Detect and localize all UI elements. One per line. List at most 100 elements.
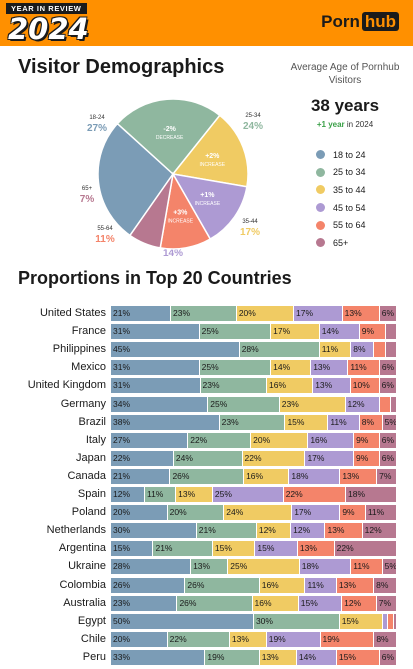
bar-segment-18-24: 31% (111, 324, 200, 340)
bar-segment-65+: 12% (362, 523, 397, 539)
country-name: Egypt (77, 614, 106, 627)
country-bar: 33% 19% 13% 14% 15% 6% (111, 649, 397, 665)
country-bar: 26% 26% 16% 11% 13% 8% (111, 577, 397, 593)
bar-segment-65+: 6% (379, 306, 397, 321)
bar-segment-25-34: 26% (177, 595, 253, 611)
bar-segment-65+: 8% (374, 631, 397, 647)
country-name: Colombia (59, 578, 106, 591)
legend-label: 55 to 64 (333, 220, 366, 231)
bar-segment-65+ (385, 324, 397, 340)
country-row: Japan 22% 24% 22% 17% 9% 6% (0, 449, 413, 467)
bar-segment-65+: 5% (382, 414, 397, 430)
legend-swatch (316, 150, 325, 160)
average-age-change-rest: in 2024 (346, 120, 374, 129)
country-row: Peru 33% 19% 13% 14% 15% 6% (0, 648, 413, 666)
average-age-title: Average Age of Pornhub Visitors (290, 62, 400, 86)
country-name: Netherlands (46, 524, 106, 537)
country-bar: 20% 20% 24% 17% 9% 11% (111, 505, 397, 521)
bar-segment-45-54 (382, 613, 389, 629)
bar-segment-18-24: 50% (111, 613, 254, 629)
legend-item-25-34: 25 to 34 (316, 164, 411, 182)
country-bar: 30% 21% 12% 12% 13% 12% (111, 523, 397, 539)
pie-change-25-34: -2% (163, 126, 176, 133)
bar-segment-18-24: 23% (111, 595, 178, 611)
legend-swatch (316, 167, 325, 177)
bar-segment-25-34: 25% (199, 360, 272, 376)
bar-segment-65+: 8% (374, 577, 397, 593)
country-bar: 21% 23% 20% 17% 13% 6% (111, 306, 397, 321)
country-name: Peru (82, 650, 106, 663)
average-age-change: +1 year in 2024 (290, 120, 400, 129)
bar-segment-18-24: 45% (111, 342, 240, 358)
bar-segment-25-34: 23% (200, 378, 267, 394)
bar-segment-35-44: 16% (252, 595, 299, 611)
bar-segment-25-34: 25% (199, 324, 272, 340)
bar-segment-18-24: 20% (111, 505, 168, 521)
legend-item-35-44: 35 to 44 (316, 181, 411, 199)
bar-segment-55-64 (379, 396, 392, 412)
bar-segment-55-64: 15% (336, 649, 380, 665)
country-name: Ukraine (68, 560, 106, 573)
country-row: Egypt 50% 30% 15% (0, 612, 413, 630)
legend-label: 18 to 24 (333, 149, 366, 160)
bar-segment-55-64: 13% (340, 468, 378, 484)
bar-segment-65+: 6% (379, 378, 397, 394)
pie-age-label-35-44: 35-44 (242, 219, 258, 225)
country-bar: 38% 23% 15% 11% 8% 5% (111, 414, 397, 430)
year-in-review-label: YEAR IN REVIEW (6, 3, 87, 14)
visitor-demographics-title: Visitor Demographics (18, 56, 225, 78)
country-row: Germany 34% 25% 23% 12% (0, 395, 413, 413)
site-logo[interactable]: Porn hub (321, 12, 399, 32)
bar-segment-55-64 (388, 613, 395, 629)
legend-item-45-54: 45 to 54 (316, 199, 411, 217)
average-age-change-highlight: +1 year (316, 120, 345, 129)
country-name: Argentina (58, 542, 106, 555)
bar-segment-18-24: 33% (111, 649, 206, 665)
bar-segment-18-24: 27% (111, 432, 189, 448)
bar-segment-45-54: 15% (298, 595, 343, 611)
bar-segment-18-24: 21% (111, 306, 172, 321)
bar-segment-35-44: 23% (279, 396, 346, 412)
country-bar: 31% 23% 16% 13% 10% 6% (111, 378, 397, 394)
pie-slice-45-54 (171, 172, 248, 241)
bar-segment-35-44: 15% (212, 541, 256, 557)
bar-segment-25-34: 22% (167, 631, 230, 647)
bar-segment-65+: 6% (379, 432, 397, 448)
bar-segment-35-44: 16% (244, 468, 290, 484)
bar-segment-35-44: 20% (236, 306, 294, 321)
bar-segment-45-54: 17% (292, 505, 341, 521)
bar-segment-18-24: 12% (111, 487, 145, 502)
legend-label: 65+ (333, 237, 349, 248)
country-row: Spain 12% 11% 13% 25% 22% 18% (0, 485, 413, 503)
bar-segment-65+ (394, 613, 398, 629)
country-name: Japan (76, 451, 106, 464)
pie-value-label-25-34: 24% (243, 121, 263, 132)
country-bar: 12% 11% 13% 25% 22% 18% (111, 487, 397, 502)
country-row: Colombia 26% 26% 16% 11% 13% 8% (0, 576, 413, 594)
country-name: Philippines (52, 343, 106, 356)
pie-change-word-35-44: INCREASE (200, 162, 226, 168)
bar-segment-45-54: 14% (319, 324, 360, 340)
bar-segment-25-34: 26% (185, 577, 260, 593)
age-pie-chart: 18-24 27% -2% DECREASE 25-34 24% +2% INCREASE 35… (80, 98, 263, 259)
bar-segment-18-24: 15% (111, 541, 154, 557)
bar-segment-35-44: 25% (228, 559, 300, 575)
bar-segment-18-24: 31% (111, 360, 200, 376)
country-row: Netherlands 30% 21% 12% 12% 13% 12% (0, 521, 413, 539)
pie-change-word-45-54: INCREASE (195, 201, 221, 207)
pie-value-label-55-64: 11% (95, 234, 115, 245)
country-name: United States (39, 307, 106, 319)
bar-segment-25-34: 24% (173, 450, 243, 466)
bar-segment-25-34: 23% (171, 306, 237, 321)
bar-segment-25-34: 13% (191, 559, 229, 575)
bar-segment-65+: 6% (379, 360, 397, 376)
bar-segment-45-54: 17% (294, 306, 343, 321)
bar-segment-18-24: 26% (111, 577, 186, 593)
bar-segment-25-34: 19% (205, 649, 260, 665)
bar-segment-45-54: 19% (266, 631, 321, 647)
bar-segment-18-24: 34% (111, 396, 209, 412)
pie-slice-35-44 (171, 114, 249, 188)
bar-segment-45-54: 16% (308, 432, 355, 448)
pie-value-label-35-44: 17% (240, 227, 260, 238)
bar-segment-25-34: 23% (219, 414, 286, 430)
